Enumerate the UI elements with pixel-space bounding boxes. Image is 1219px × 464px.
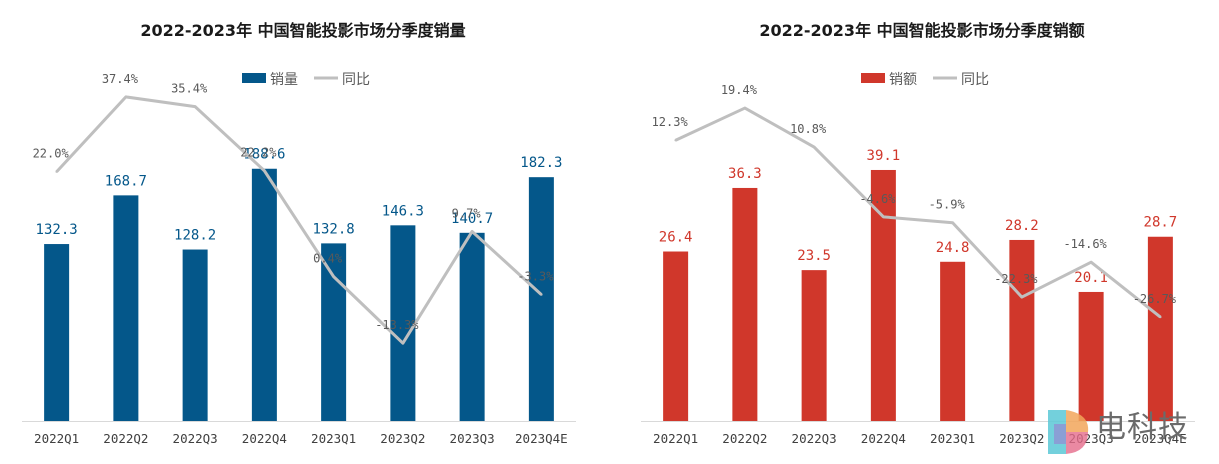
yoy-value-label: -22.3% — [994, 272, 1038, 286]
bar-value-label: 26.4 — [659, 230, 693, 246]
yoy-line — [55, 95, 543, 345]
yoy-point — [951, 221, 954, 224]
chart-title: 2022-2023年 中国智能投影市场分季度销量 — [140, 21, 465, 40]
legend-line-label: 同比 — [961, 72, 989, 88]
yoy-value-label: 19.4% — [721, 83, 758, 97]
bar-value-label: 132.3 — [36, 222, 78, 238]
bar-2022Q1 — [44, 244, 70, 421]
x-tick-label: 2023Q1 — [311, 431, 356, 446]
bar-value-label: 168.7 — [105, 173, 147, 189]
bar-2023Q3 — [459, 232, 485, 421]
x-tick-label: 2023Q2 — [380, 431, 425, 446]
yoy-point — [55, 170, 58, 173]
yoy-point — [1020, 295, 1024, 299]
legend-bar-label: 销量 — [270, 72, 298, 88]
bar-2023Q1 — [940, 261, 966, 421]
yoy-point — [882, 215, 885, 219]
x-tick-label: 2023Q4E — [1134, 431, 1187, 446]
bar-2023Q4E — [528, 177, 554, 421]
x-tick-label: 2022Q2 — [103, 431, 148, 446]
chart-title: 2022-2023年 中国智能投影市场分季度销额 — [759, 21, 1084, 40]
x-tick-label: 2022Q3 — [173, 431, 218, 446]
bar-2022Q2 — [113, 195, 139, 421]
bar-value-label: 28.2 — [1005, 218, 1039, 234]
legend-bar-swatch — [242, 73, 266, 83]
yoy-point — [743, 106, 747, 110]
x-tick-label: 2022Q1 — [653, 431, 698, 446]
yoy-point — [540, 293, 543, 296]
yoy-point — [812, 145, 816, 149]
x-tick-label: 2022Q2 — [722, 431, 767, 446]
yoy-value-label: -5.9% — [929, 198, 966, 212]
yoy-value-label: -13.3% — [375, 318, 419, 332]
x-tick-label: 2022Q3 — [792, 431, 837, 446]
x-tick-label: 2022Q4 — [242, 431, 287, 446]
yoy-value-label: 9.7% — [452, 206, 482, 220]
bar-2022Q4 — [251, 168, 277, 421]
yoy-value-label: 37.4% — [102, 72, 139, 86]
yoy-point — [124, 95, 128, 99]
x-tick-label: 2023Q1 — [930, 431, 975, 446]
watermark-text: 电科技 — [1096, 410, 1189, 445]
bar-value-label: 188.6 — [243, 147, 285, 163]
x-tick-label: 2022Q4 — [861, 431, 906, 446]
x-tick-label: 2023Q2 — [999, 431, 1044, 446]
bar-value-label: 146.3 — [382, 203, 424, 219]
yoy-point — [1089, 260, 1093, 264]
bar-2023Q1 — [321, 243, 347, 421]
bar-2023Q2 — [1009, 239, 1035, 421]
yoy-point — [674, 139, 677, 142]
watermark: 电科技 — [1044, 400, 1219, 464]
yoy-value-label: 22.2% — [240, 146, 277, 160]
bar-2023Q2 — [390, 225, 416, 421]
yoy-value-label: -26.7% — [1133, 292, 1177, 306]
x-tick-label: 2023Q3 — [450, 431, 495, 446]
yoy-point — [401, 341, 405, 345]
bar-value-label: 23.5 — [797, 248, 831, 264]
yoy-value-label: -3.3% — [517, 270, 554, 284]
bar-value-label: 140.7 — [451, 211, 493, 227]
yoy-value-label: 22.0% — [33, 147, 70, 161]
bar-2022Q2 — [732, 187, 758, 421]
x-tick-label: 2023Q4E — [515, 431, 568, 446]
bar-2023Q3 — [1078, 291, 1104, 421]
yoy-value-label: -14.6% — [1063, 237, 1107, 251]
yoy-value-label: -4.6% — [859, 192, 896, 206]
yoy-value-label: 10.8% — [790, 122, 827, 136]
bar-2022Q1 — [663, 251, 689, 421]
bar-value-label: 36.3 — [728, 166, 762, 182]
bar-2022Q3 — [182, 249, 208, 421]
bar-value-label: 132.8 — [313, 221, 355, 237]
legend-bar-label: 销额 — [889, 72, 917, 88]
yoy-line — [674, 106, 1162, 319]
legend-line-label: 同比 — [342, 72, 370, 88]
bar-value-label: 128.2 — [174, 228, 216, 244]
yoy-value-label: 0.4% — [313, 252, 343, 266]
yoy-point — [263, 169, 266, 172]
yoy-value-label: 35.4% — [171, 82, 208, 96]
bar-2023Q4E — [1147, 236, 1173, 421]
bar-value-label: 182.3 — [520, 155, 562, 171]
legend-bar-swatch — [861, 73, 885, 83]
x-tick-label: 2022Q1 — [34, 431, 79, 446]
chart-panel-sales-volume: 2022-2023年 中国智能投影市场分季度销量销量 同比 132.3 2022Q1 1… — [0, 0, 600, 464]
yoy-point — [332, 275, 335, 278]
chart-panel-sales-revenue: 2022-2023年 中国智能投影市场分季度销额销额 同比 26.4 2022Q1 36… — [619, 0, 1219, 464]
bar-2022Q3 — [801, 270, 827, 421]
bar-value-label: 28.7 — [1144, 215, 1178, 231]
bar-2022Q4 — [870, 169, 896, 421]
bar-value-label: 24.8 — [936, 240, 970, 256]
yoy-point — [1159, 315, 1162, 319]
yoy-point — [470, 230, 474, 233]
bar-value-label: 39.1 — [867, 148, 901, 164]
brand-logo-icon — [1048, 410, 1089, 454]
yoy-point — [193, 105, 197, 108]
bar-value-label: 20.1 — [1074, 270, 1108, 286]
yoy-value-label: 12.3% — [652, 115, 689, 129]
